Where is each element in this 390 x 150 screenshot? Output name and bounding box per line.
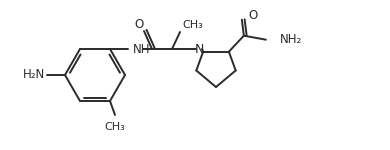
Text: O: O xyxy=(135,18,144,30)
Text: H₂N: H₂N xyxy=(23,69,45,81)
Text: N: N xyxy=(194,42,204,56)
Text: O: O xyxy=(249,9,258,22)
Text: CH₃: CH₃ xyxy=(182,20,203,30)
Text: NH₂: NH₂ xyxy=(280,33,302,46)
Text: NH: NH xyxy=(133,42,151,56)
Text: CH₃: CH₃ xyxy=(105,122,125,132)
